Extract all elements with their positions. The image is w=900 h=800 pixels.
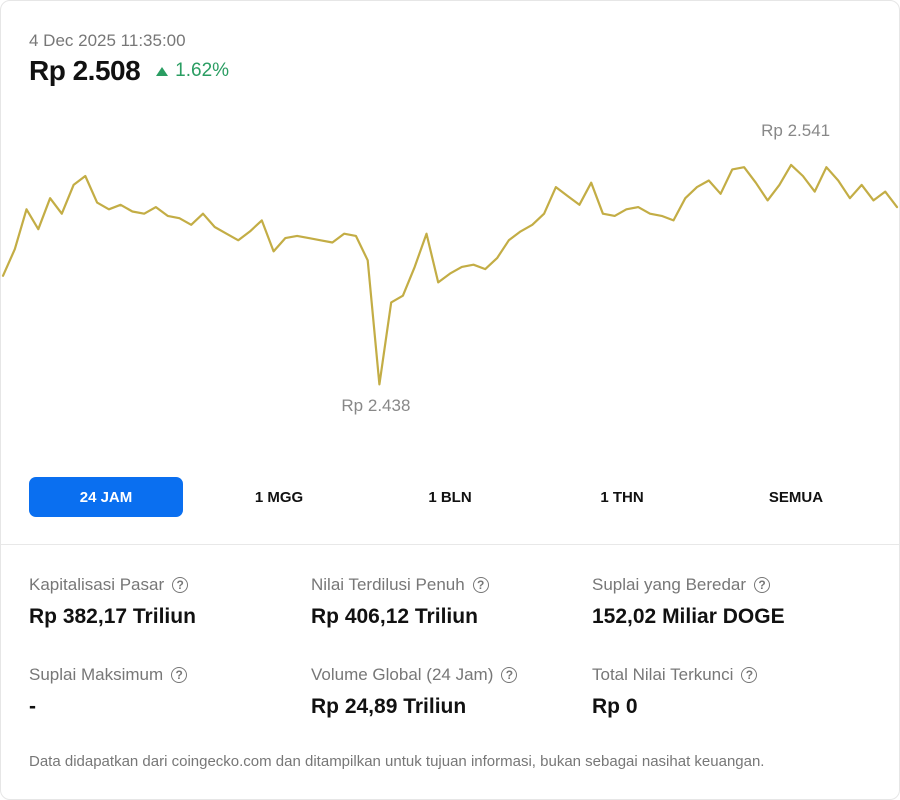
stat-total-value-locked: Total Nilai Terkunci? Rp 0 [592, 665, 862, 719]
help-icon[interactable]: ? [754, 577, 771, 593]
stat-label: Volume Global (24 Jam) [311, 665, 494, 684]
stat-max-supply: Suplai Maksimum? - [29, 665, 299, 719]
stat-label: Nilai Terdilusi Penuh [311, 575, 465, 594]
stat-value: Rp 382,17 Triliun [29, 605, 196, 628]
help-icon[interactable]: ? [472, 577, 489, 593]
high-price-label: Rp 2.541 [761, 120, 831, 140]
stat-global-volume: Volume Global (24 Jam)? Rp 24,89 Triliun [311, 665, 581, 719]
low-price-label: Rp 2.438 [341, 396, 411, 416]
help-icon[interactable]: ? [741, 667, 758, 683]
help-icon[interactable]: ? [501, 667, 518, 683]
timeframe-tabs: 24 JAM 1 MGG 1 BLN 1 THN SEMUA [29, 477, 873, 517]
divider [1, 544, 899, 545]
stat-value: 152,02 Miliar DOGE [592, 605, 785, 628]
stat-market-cap: Kapitalisasi Pasar? Rp 382,17 Triliun [29, 575, 299, 629]
stat-value: Rp 0 [592, 695, 638, 718]
current-price: Rp 2.508 [29, 55, 141, 86]
price-row: Rp 2.508 1.62% [29, 55, 229, 87]
price-change-percent: 1.62% [175, 60, 230, 81]
stat-value: - [29, 695, 36, 718]
stat-label: Total Nilai Terkunci [592, 665, 734, 684]
stat-circulating-supply: Suplai yang Beredar? 152,02 Miliar DOGE [592, 575, 862, 629]
tab-24-jam[interactable]: 24 JAM [29, 477, 183, 517]
tab-1-thn[interactable]: 1 THN [547, 477, 697, 517]
stat-label: Kapitalisasi Pasar [29, 575, 165, 594]
tab-semua[interactable]: SEMUA [719, 477, 873, 517]
timestamp: 4 Dec 2025 11:35:00 [29, 31, 186, 50]
disclaimer: Data didapatkan dari coingecko.com dan d… [29, 753, 765, 770]
stat-value: Rp 24,89 Triliun [311, 695, 467, 718]
help-icon[interactable]: ? [171, 667, 188, 683]
help-icon[interactable]: ? [172, 577, 189, 593]
price-line [1, 163, 899, 386]
stat-value: Rp 406,12 Triliun [311, 605, 478, 628]
stat-label: Suplai yang Beredar [592, 575, 747, 594]
triangle-up-icon [156, 66, 169, 76]
stat-label: Suplai Maksimum [29, 665, 164, 684]
stat-fully-diluted-value: Nilai Terdilusi Penuh? Rp 406,12 Triliun [311, 575, 581, 629]
tab-1-mgg[interactable]: 1 MGG [204, 477, 354, 517]
tab-1-bln[interactable]: 1 BLN [375, 477, 525, 517]
price-change: 1.62% [156, 60, 229, 82]
price-chart[interactable] [1, 101, 899, 461]
